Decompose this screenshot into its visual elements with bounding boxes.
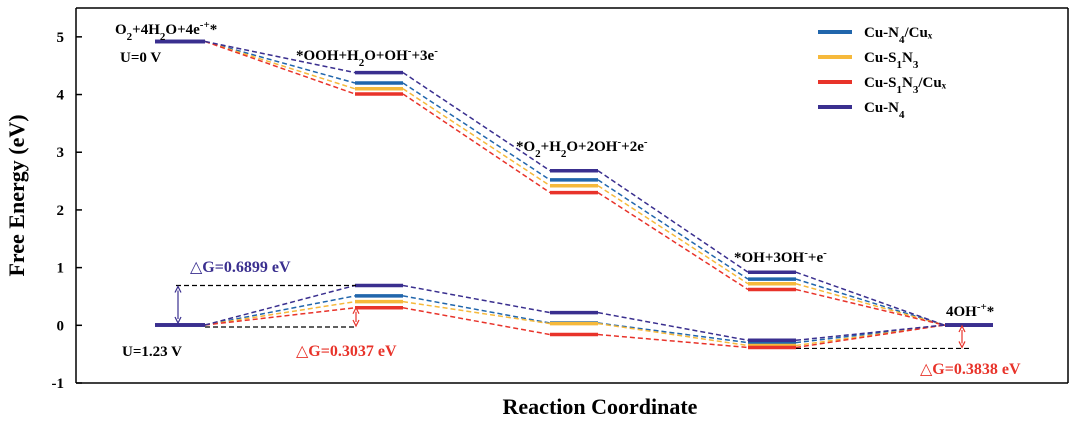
connector-U123-2 (597, 322, 749, 344)
series-3 (155, 39, 993, 343)
connector-U0-3 (795, 271, 946, 327)
connector-U123-3 (795, 324, 946, 342)
step-label: *O2+H2O+2OH-+2e- (516, 136, 648, 160)
connector-U123-1 (402, 295, 551, 324)
annotations: △G=0.6899 eV △G=0.3037 eV △G=0.3838 eV (174, 259, 1021, 378)
legend-label: Cu-S1N3/Cuₓ (864, 75, 947, 96)
connector-U0-1 (402, 88, 551, 187)
legend-label: Cu-S1N3 (864, 50, 919, 71)
barrier-arrow-cu-s1n3-cux-head-top (352, 306, 360, 315)
connector-U0-0 (204, 40, 356, 95)
barrier-arrow-rds-head-top (958, 324, 966, 333)
legend: Cu-N4/Cuₓ Cu-S1N3 Cu-S1N3/Cuₓ Cu-N4 (818, 25, 947, 121)
y-tick-label: 4 (57, 88, 65, 104)
y-tick-label: 3 (57, 145, 65, 161)
connector-U123-2 (597, 311, 749, 342)
connector-U0-0 (204, 40, 356, 84)
connector-U123-3 (795, 324, 946, 347)
legend-label: Cu-N4 (864, 100, 905, 121)
x-axis-label: Reaction Coordinate (503, 394, 698, 419)
y-tick-label: 5 (57, 30, 65, 46)
connector-U123-1 (402, 307, 551, 336)
potential-label: U=0 V (120, 50, 161, 66)
connector-U123-0 (204, 284, 356, 326)
y-tick-label: -1 (52, 376, 65, 392)
connector-U123-1 (402, 284, 551, 314)
delta-g-label: △G=0.6899 eV (190, 259, 291, 276)
barrier-arrow-cu-s1n3-cux-head-bottom (352, 319, 360, 328)
connector-U123-2 (597, 333, 749, 349)
y-tick-label: 1 (57, 261, 65, 277)
connector-U0-0 (204, 40, 356, 90)
y-tick-label: 2 (57, 203, 65, 219)
connector-U0-1 (402, 82, 551, 181)
connector-U123-3 (795, 324, 946, 349)
connector-U0-2 (597, 179, 749, 280)
plot-area (155, 39, 993, 350)
connector-U0-1 (402, 93, 551, 194)
barrier-arrow-cu-n4-head-bottom (174, 316, 182, 325)
delta-g-label: △G=0.3037 eV (296, 343, 397, 360)
connector-U0-3 (795, 283, 946, 327)
step-label: 4OH-+* (946, 301, 994, 320)
connector-U0-3 (795, 288, 946, 327)
connector-U0-2 (597, 191, 749, 291)
connector-U0-2 (597, 170, 749, 273)
connector-U123-3 (795, 324, 946, 344)
step-labels: O2+4H2O+4e-+* *OOH+H2O+OH-+3e- *O2+H2O+2OH… (115, 19, 994, 360)
connector-U0-0 (204, 40, 356, 74)
y-axis-label: Free Energy (eV) (4, 114, 29, 276)
axes: -1 0 1 2 3 4 5 Free Energy (eV) Reaction Coordin… (4, 7, 1069, 419)
step-label: *OH+3OH-+e- (734, 247, 827, 266)
connector-U123-1 (402, 300, 551, 325)
potential-label: U=1.23 V (122, 344, 182, 360)
y-tick-label: 0 (57, 318, 65, 334)
connector-U123-0 (204, 307, 356, 326)
legend-label: Cu-N4/Cuₓ (864, 25, 933, 46)
step-label: O2+4H2O+4e-+* (115, 19, 217, 43)
delta-g-label: △G=0.3838 eV (920, 361, 1021, 378)
connector-U0-2 (597, 185, 749, 285)
connector-U123-0 (204, 295, 356, 326)
connector-U123-2 (597, 322, 749, 347)
barrier-arrow-rds-head-bottom (958, 341, 966, 349)
connector-U0-1 (402, 71, 551, 172)
step-label: *OOH+H2O+OH-+3e- (296, 45, 438, 69)
connector-U123-0 (204, 300, 356, 326)
barrier-arrow-cu-n4-head-top (174, 285, 182, 293)
